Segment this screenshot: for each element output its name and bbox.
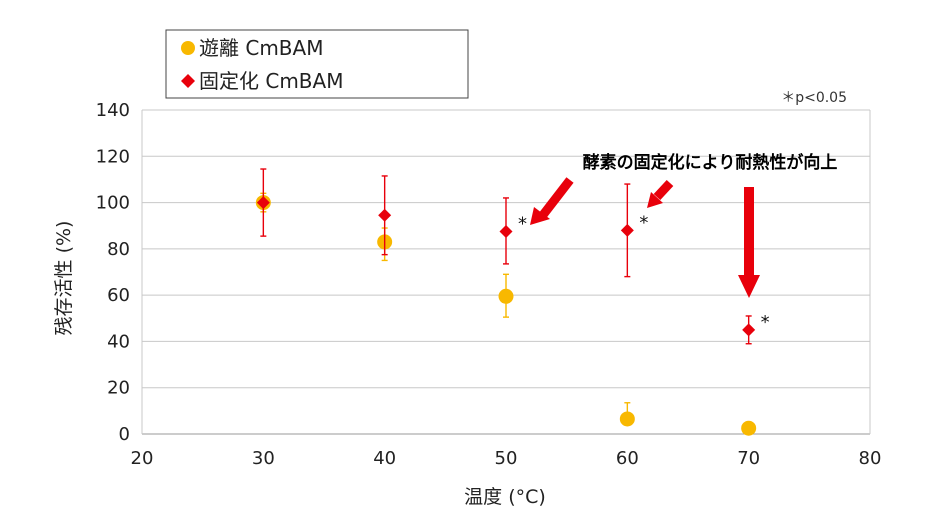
y-tick-label: 0: [119, 424, 130, 445]
significance-star: *: [639, 212, 648, 233]
point-free: [498, 288, 514, 304]
x-tick-label: 60: [616, 448, 639, 469]
point-immobilized: [742, 323, 756, 337]
point-immobilized: [256, 196, 270, 210]
callout-text: 酵素の固定化により耐熱性が向上: [583, 152, 838, 173]
arrow-50c: [530, 177, 574, 225]
y-tick-label: 60: [107, 285, 130, 306]
point-free: [619, 411, 635, 427]
point-immobilized: [620, 223, 634, 237]
significance-star: *: [518, 214, 527, 235]
point-immobilized: [499, 225, 513, 238]
x-tick-label: 20: [131, 448, 154, 469]
series-immobilized: [256, 168, 756, 345]
arrow-70c: [738, 187, 760, 298]
point-immobilized: [378, 208, 392, 222]
significance-star: *: [761, 312, 770, 333]
series: [255, 168, 757, 436]
y-tick-label: 20: [107, 378, 130, 399]
x-tick-label: 80: [859, 448, 882, 469]
y-tick-label: 100: [96, 193, 130, 214]
arrow-60c: [647, 179, 674, 208]
y-tick-label: 140: [96, 100, 130, 121]
legend-marker-immobilized: [181, 74, 195, 88]
y-axis-label: 残存活性 (%): [53, 221, 75, 336]
significance-marks: * * *: [518, 212, 770, 333]
legend-frame: [165, 29, 469, 99]
x-tick-label: 50: [495, 448, 518, 469]
x-tick-label: 40: [373, 448, 396, 469]
legend-label-immobilized: 固定化 CmBAM: [199, 69, 343, 93]
callout-arrows: [530, 177, 760, 298]
y-tick-label: 120: [96, 146, 130, 167]
x-tick-label: 70: [737, 448, 760, 469]
y-tick-label: 40: [107, 331, 130, 352]
x-axis-label: 温度 (°C): [464, 486, 546, 508]
point-free: [741, 420, 757, 436]
legend-label-free: 遊離 CmBAM: [199, 36, 323, 60]
significance-note: ＊p<0.05: [781, 90, 847, 106]
legend: 遊離 CmBAM 固定化 CmBAM: [165, 29, 469, 99]
y-tick-label: 80: [107, 239, 130, 260]
x-tick-label: 30: [252, 448, 275, 469]
legend-marker-free: [181, 41, 195, 55]
